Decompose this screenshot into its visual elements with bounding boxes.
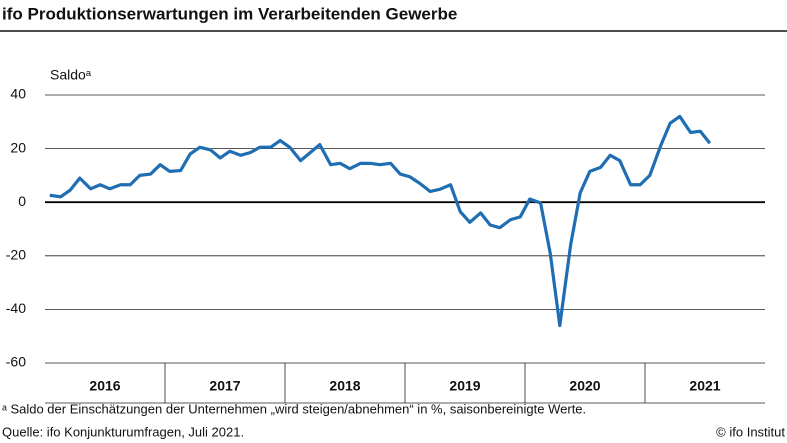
y-tick-label: 40 xyxy=(10,86,26,102)
footnote: ᵃ Saldo der Einschätzungen der Unternehm… xyxy=(2,401,586,416)
chart-title: ifo Produktionserwartungen im Verarbeite… xyxy=(2,4,457,23)
y-tick-label: 0 xyxy=(18,193,26,209)
y-tick-label: -20 xyxy=(6,247,26,263)
x-tick-label: 2016 xyxy=(89,378,120,394)
source: Quelle: ifo Konjunkturumfragen, Juli 202… xyxy=(2,424,244,439)
x-tick-label: 2017 xyxy=(209,378,240,394)
x-tick-label: 2021 xyxy=(689,378,720,394)
y-tick-label: -40 xyxy=(6,300,26,316)
credit: © ifo Institut xyxy=(716,424,785,439)
data-line xyxy=(49,114,712,328)
y-tick-label: -60 xyxy=(6,354,26,370)
x-tick-label: 2018 xyxy=(329,378,360,394)
x-tick-label: 2020 xyxy=(569,378,600,394)
x-tick-label: 2019 xyxy=(449,378,480,394)
y-axis-label: Saldoᵃ xyxy=(50,67,92,83)
y-tick-label: 20 xyxy=(10,139,26,155)
